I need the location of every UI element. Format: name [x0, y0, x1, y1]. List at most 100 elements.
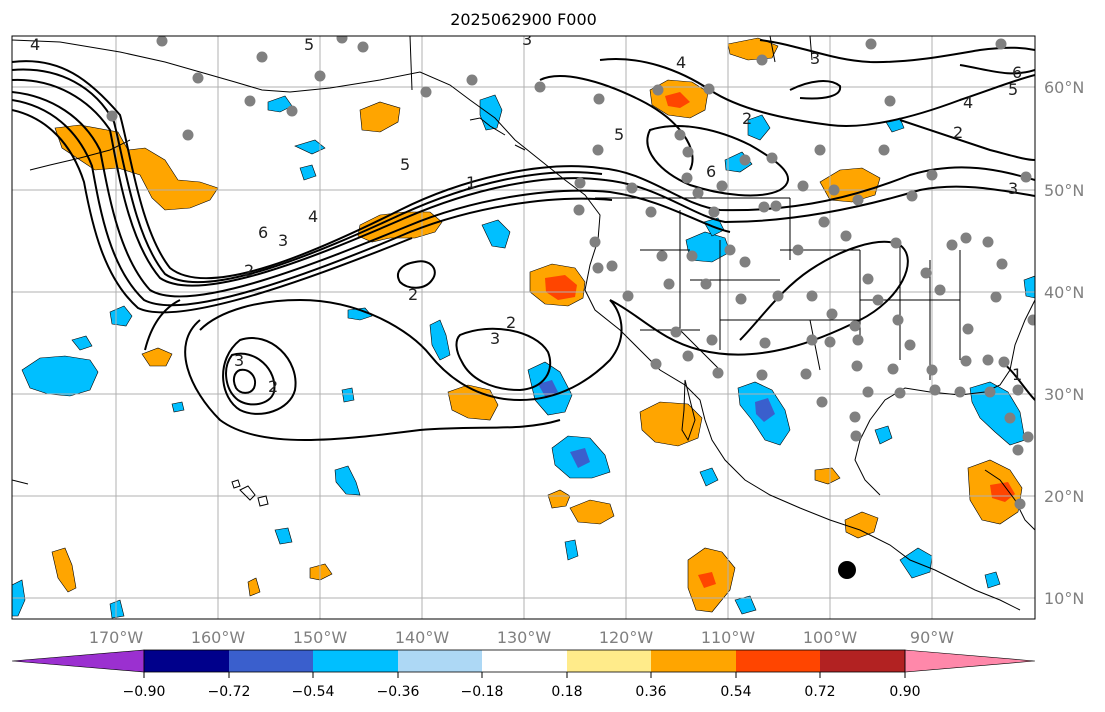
lon-label: 160°W: [191, 628, 246, 647]
lon-label: 130°W: [497, 628, 552, 647]
contour-label: 4: [676, 53, 686, 72]
colorbar-extend-max: [904, 649, 1036, 673]
station-dots: [106, 36, 1035, 510]
blue-patch: [699, 467, 719, 487]
lat-label: 60°N: [1044, 78, 1084, 97]
blue-patch: [334, 465, 361, 496]
contour-label: 3: [234, 351, 244, 370]
blue-patch: [734, 595, 757, 615]
contour-label: 3: [810, 49, 820, 68]
contour-label: 4: [963, 93, 973, 112]
blue-patch: [747, 114, 771, 141]
colorbar-tick-label: 0.18: [551, 684, 582, 700]
red-patch: [545, 275, 577, 300]
longitude-labels: 170°W 160°W 150°W 140°W 130°W 120°W 110°…: [89, 628, 954, 647]
orange-patch: [569, 499, 615, 525]
blue-patch: [969, 381, 1026, 446]
blue-patch: [21, 355, 99, 397]
lon-label: 140°W: [395, 628, 450, 647]
colorbar-tick-label: 0.36: [635, 684, 666, 700]
contour-label: 3: [522, 30, 532, 49]
colorbar-segment: [313, 650, 398, 672]
contour-label: 6: [258, 223, 268, 242]
orange-patch: [247, 577, 261, 597]
blue-patch: [347, 307, 373, 321]
red-patch: [698, 572, 716, 588]
colorbar-segment: [736, 650, 820, 672]
contour-label: 6: [706, 162, 716, 181]
royal-patch: [570, 448, 590, 468]
blue-patch: [299, 164, 317, 181]
contour-label: 5: [614, 125, 624, 144]
contour-label: 2: [742, 109, 752, 128]
map-title: 2025062900 F000: [450, 10, 597, 29]
contour-label: 2: [506, 313, 516, 332]
contour-labels: 4 5 3 4 3 6 5 4 2 2 5 6 3 5 1 4 3 6 2 2 …: [30, 30, 1022, 396]
lon-label: 150°W: [293, 628, 348, 647]
colorbar-tick-label: 0.72: [804, 684, 835, 700]
lat-label: 50°N: [1044, 181, 1084, 200]
blue-patch: [171, 401, 185, 413]
colorbar-segment: [144, 650, 229, 672]
colorbar-tick-label: −0.54: [292, 684, 335, 700]
blue-patch: [341, 387, 355, 403]
contour-label: 3: [490, 329, 500, 348]
contour-label: 1: [466, 173, 476, 192]
lat-label: 30°N: [1044, 385, 1084, 404]
contour-label: 3: [1008, 179, 1018, 198]
blue-patch: [294, 139, 326, 155]
colorbar: −0.90 −0.72 −0.54 −0.36 −0.18 0.18 0.36 …: [11, 649, 1036, 700]
colorbar-segment: [229, 650, 313, 672]
blue-patch: [71, 335, 93, 351]
lat-label: 10°N: [1044, 589, 1084, 608]
contour-label: 2: [408, 285, 418, 304]
blue-patch: [274, 527, 293, 545]
orange-patch: [359, 101, 401, 133]
orange-patch: [141, 347, 173, 367]
black-marker: [838, 561, 856, 579]
contour-label: 5: [1008, 80, 1018, 99]
blue-patch: [267, 95, 293, 113]
lat-label: 40°N: [1044, 283, 1084, 302]
contour-label: 4: [30, 35, 40, 54]
latitude-labels: 60°N 50°N 40°N 30°N 20°N 10°N: [1044, 78, 1084, 608]
colorbar-tick-label: −0.18: [461, 684, 504, 700]
colorbar-tick-label: 0.90: [889, 684, 920, 700]
lon-label: 110°W: [701, 628, 756, 647]
red-patch: [990, 482, 1015, 502]
orange-patch: [814, 467, 841, 485]
colorbar-segment: [820, 650, 905, 672]
contour-lines: [12, 39, 1035, 441]
orange-patch: [727, 37, 779, 61]
orange-patch: [547, 489, 571, 509]
contour-label: 5: [400, 155, 410, 174]
map-frame: [11, 35, 1036, 620]
lon-label: 170°W: [89, 628, 144, 647]
blue-patch: [109, 599, 125, 619]
contour-label: 2: [268, 377, 278, 396]
contour-label: 5: [304, 35, 314, 54]
contour-label: 1: [1012, 365, 1022, 384]
colorbar-tick-label: −0.90: [123, 684, 166, 700]
contour-label: 3: [278, 231, 288, 250]
blue-patch: [479, 94, 503, 131]
contour-label: 6: [1012, 63, 1022, 82]
blue-patch: [429, 319, 451, 361]
orange-patch: [844, 511, 879, 539]
blue-patch: [984, 571, 1001, 589]
colorbar-segment: [398, 650, 482, 672]
lon-label: 120°W: [599, 628, 654, 647]
contour-label: 2: [953, 123, 963, 142]
lat-label: 20°N: [1044, 487, 1084, 506]
colorbar-segment: [567, 650, 651, 672]
contour-label: 4: [308, 207, 318, 226]
orange-patch: [309, 563, 333, 581]
lon-label: 90°W: [910, 628, 954, 647]
colorbar-frame: [143, 649, 906, 673]
red-patch: [665, 92, 690, 108]
blue-patch: [564, 539, 579, 561]
contour-label: 2: [244, 261, 254, 280]
colorbar-tick-label: 0.54: [720, 684, 751, 700]
colorbar-tick-label: −0.36: [377, 684, 420, 700]
